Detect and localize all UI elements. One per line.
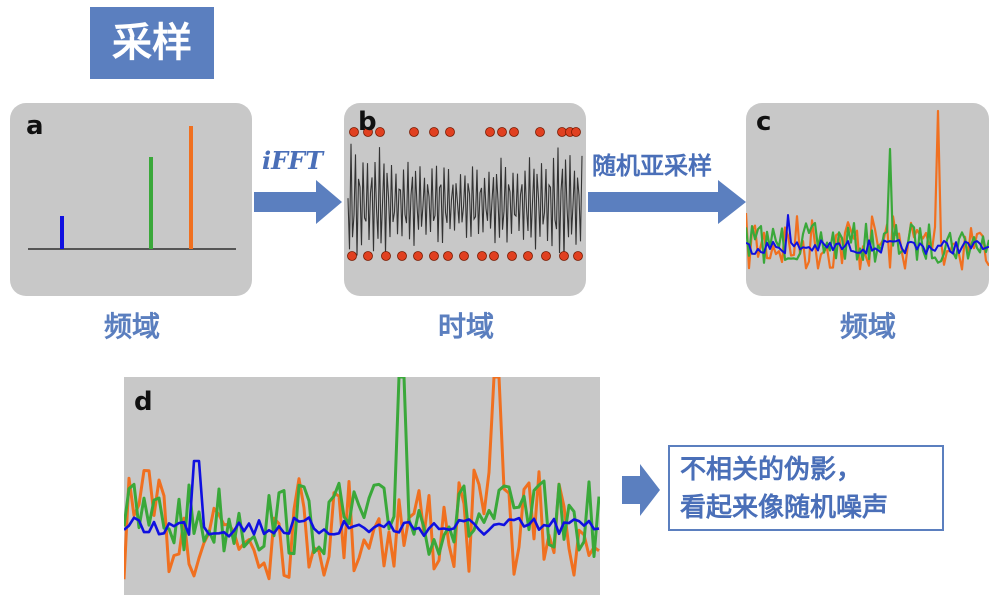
sample-dot-top [571, 127, 581, 137]
panel-a: a [10, 103, 252, 296]
sample-dot-top [429, 127, 439, 137]
sample-dot-bottom [507, 251, 517, 261]
note-line-1: 不相关的伪影， [680, 455, 863, 485]
title-box: 采样 [90, 7, 214, 79]
panel-c-caption: 频域 [839, 310, 896, 343]
panel-c: c [746, 103, 989, 296]
sample-dot-bottom [523, 251, 533, 261]
sample-dot-bottom [477, 251, 487, 261]
sample-dot-bottom [541, 251, 551, 261]
sample-dot-bottom [363, 251, 373, 261]
sample-dot-bottom [459, 251, 469, 261]
time-signal-wave [347, 143, 583, 261]
panel-b-signal [347, 127, 583, 261]
sample-dot-top [445, 127, 455, 137]
aliased-spectrum-noise [746, 109, 989, 271]
panel-d: d [124, 377, 600, 595]
arrow-note [622, 464, 660, 516]
panel-a-spectrum [28, 126, 236, 250]
panel-d-spectrum [124, 377, 600, 581]
sample-dot-bottom [489, 251, 499, 261]
sample-dot-top [497, 127, 507, 137]
sample-dot-bottom [347, 251, 357, 261]
sample-dot-bottom [573, 251, 583, 261]
sample-dot-top [535, 127, 545, 137]
panel-b-label: b [358, 107, 377, 137]
arrow-subsample [588, 180, 746, 224]
sample-dot-top [363, 127, 373, 137]
panel-c-label: c [756, 107, 772, 137]
sample-dot-top [409, 127, 419, 137]
sample-dot-bottom [397, 251, 407, 261]
aliased-spectrum-noise-zoom [124, 377, 600, 581]
sample-dot-bottom [443, 251, 453, 261]
ifft-label: iFFT [262, 146, 324, 175]
sample-dot-top [349, 127, 359, 137]
panel-a-caption: 频域 [103, 310, 160, 343]
sample-dots [347, 127, 583, 261]
note-box: 不相关的伪影， 看起来像随机噪声 [668, 445, 944, 531]
arrow-ifft [254, 180, 342, 224]
title-text: 采样 [112, 20, 192, 66]
panel-a-label: a [26, 111, 44, 141]
sample-dot-bottom [413, 251, 423, 261]
panel-b: b [344, 103, 586, 296]
sample-dot-bottom [381, 251, 391, 261]
sample-dot-bottom [429, 251, 439, 261]
sample-dot-top [485, 127, 495, 137]
panel-b-caption: 时域 [437, 310, 494, 343]
random-subsample-label: 随机亚采样 [592, 152, 712, 180]
sample-dot-bottom [559, 251, 569, 261]
sample-dot-top [375, 127, 385, 137]
sample-dot-top [509, 127, 519, 137]
panel-d-label: d [134, 387, 153, 417]
panel-c-spectrum [746, 109, 989, 271]
note-line-2: 看起来像随机噪声 [680, 493, 889, 523]
